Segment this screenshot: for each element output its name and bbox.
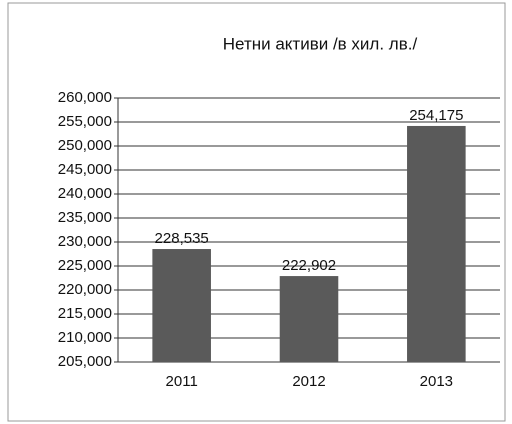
bar bbox=[152, 249, 211, 362]
y-tick-label: 235,000 bbox=[58, 209, 112, 226]
y-tick-label: 210,000 bbox=[58, 329, 112, 346]
y-tick-label: 240,000 bbox=[58, 185, 112, 202]
y-tick-label: 220,000 bbox=[58, 281, 112, 298]
x-tick-label: 2012 bbox=[292, 373, 325, 390]
y-tick-label: 250,000 bbox=[58, 137, 112, 154]
data-label: 254,175 bbox=[409, 107, 463, 124]
y-tick-label: 230,000 bbox=[58, 233, 112, 250]
y-tick-label: 245,000 bbox=[58, 161, 112, 178]
bar bbox=[279, 276, 339, 362]
y-tick-label: 215,000 bbox=[58, 305, 112, 322]
y-tick-label: 255,000 bbox=[58, 113, 112, 130]
bar bbox=[407, 125, 466, 363]
x-tick-label: 2013 bbox=[420, 373, 453, 390]
chart-title: Нетни активи /в хил. лв./ bbox=[223, 34, 418, 53]
data-label: 222,902 bbox=[282, 257, 336, 274]
data-label: 228,535 bbox=[155, 230, 209, 247]
y-tick-label: 225,000 bbox=[58, 257, 112, 274]
y-tick-label: 260,000 bbox=[58, 89, 112, 106]
y-tick-label: 205,000 bbox=[58, 353, 112, 370]
x-tick-label: 2011 bbox=[166, 373, 198, 390]
